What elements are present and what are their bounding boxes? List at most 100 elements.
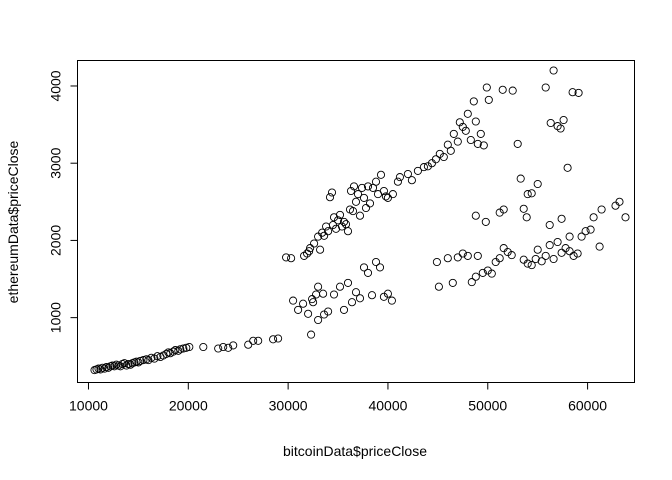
- data-point: [469, 97, 478, 106]
- data-point: [557, 248, 566, 257]
- data-point: [577, 232, 586, 241]
- data-point: [522, 213, 531, 222]
- data-point: [545, 220, 554, 230]
- data-point: [527, 261, 536, 270]
- data-point: [367, 291, 377, 300]
- data-point: [376, 170, 386, 179]
- data-point: [244, 340, 253, 349]
- data-point: [254, 336, 263, 345]
- data-point: [314, 282, 323, 291]
- x-axis: 10000 20000 30000 40000 50000 60000: [69, 382, 607, 414]
- points-group: [90, 66, 630, 375]
- data-point: [581, 227, 590, 236]
- data-point: [329, 290, 339, 299]
- data-point: [179, 344, 188, 353]
- data-point: [448, 278, 457, 287]
- data-point: [541, 83, 550, 92]
- data-point: [481, 217, 490, 226]
- data-point: [531, 254, 540, 264]
- data-point: [371, 177, 381, 186]
- data-point: [449, 129, 458, 138]
- data-point: [249, 336, 258, 345]
- data-point: [549, 254, 558, 264]
- data-point: [553, 237, 562, 247]
- data-point: [516, 174, 525, 183]
- data-point: [387, 296, 396, 305]
- data-point: [446, 146, 455, 155]
- data-point: [307, 330, 316, 339]
- data-point: [471, 211, 480, 220]
- y-tick-label: 4000: [48, 70, 64, 101]
- data-point: [347, 298, 357, 307]
- data-point: [327, 188, 337, 197]
- data-point: [339, 217, 349, 226]
- x-tick-label: 50000: [468, 398, 507, 414]
- data-point: [365, 199, 375, 208]
- data-point: [466, 135, 475, 145]
- data-point: [309, 298, 318, 307]
- data-point: [537, 257, 546, 266]
- data-point: [299, 299, 308, 308]
- x-tick-label: 60000: [568, 398, 607, 414]
- data-point: [556, 124, 565, 133]
- data-point: [162, 349, 171, 358]
- data-point: [289, 296, 298, 305]
- data-point: [136, 356, 145, 365]
- data-point: [351, 197, 361, 206]
- data-point: [498, 85, 507, 94]
- data-point: [491, 257, 500, 267]
- y-tick-label: 3000: [48, 147, 64, 178]
- data-point: [439, 152, 448, 162]
- data-point: [182, 343, 191, 352]
- data-point: [349, 182, 359, 191]
- data-point: [174, 346, 183, 355]
- data-point: [185, 342, 194, 352]
- data-point: [96, 365, 105, 374]
- data-point: [569, 251, 578, 260]
- x-tick-label: 30000: [269, 398, 308, 414]
- data-point: [363, 268, 373, 277]
- data-point: [379, 186, 388, 196]
- data-point: [471, 117, 480, 126]
- data-point: [147, 353, 156, 362]
- data-point: [224, 343, 233, 352]
- data-point: [219, 342, 228, 352]
- data-point: [110, 362, 119, 371]
- data-point: [574, 88, 583, 97]
- data-point: [324, 307, 333, 316]
- data-point: [363, 182, 373, 191]
- data-point: [274, 334, 283, 343]
- data-point: [214, 344, 223, 353]
- data-point: [339, 305, 349, 314]
- data-point: [549, 66, 558, 75]
- data-point: [586, 225, 595, 234]
- data-point: [294, 305, 303, 314]
- data-point: [565, 232, 574, 241]
- data-point: [371, 257, 381, 267]
- data-point: [463, 251, 472, 260]
- data-point: [153, 352, 162, 361]
- data-point: [461, 126, 470, 135]
- data-point: [353, 190, 363, 199]
- data-point: [621, 213, 630, 222]
- data-point: [346, 186, 356, 196]
- data-point: [306, 244, 315, 253]
- data-point: [499, 205, 508, 214]
- data-point: [383, 289, 392, 298]
- data-point: [355, 211, 365, 220]
- data-point: [310, 239, 319, 248]
- data-point: [432, 257, 441, 267]
- data-point: [563, 163, 572, 172]
- data-point: [325, 193, 335, 202]
- data-point: [589, 213, 598, 222]
- data-point: [169, 347, 178, 356]
- data-point: [393, 177, 402, 186]
- data-point: [343, 227, 353, 236]
- y-axis-label: ethereumData$priceClose: [5, 140, 21, 303]
- data-point: [419, 163, 428, 172]
- data-point: [199, 342, 208, 352]
- data-point: [453, 253, 462, 262]
- data-point: [546, 118, 555, 128]
- data-point: [322, 222, 331, 231]
- data-point: [553, 122, 562, 131]
